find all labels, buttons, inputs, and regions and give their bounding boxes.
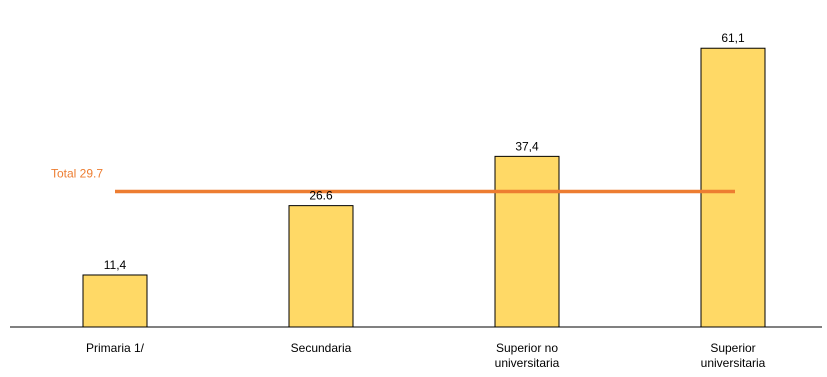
- bar: [82, 274, 148, 328]
- value-label: 26.6: [309, 189, 333, 203]
- value-label: 11,4: [104, 258, 127, 272]
- category-label: Superior: [710, 341, 755, 355]
- reference-label: Total 29.7: [51, 166, 103, 180]
- category-label: Primaria 1/: [86, 341, 145, 355]
- bar: [494, 155, 560, 328]
- bars-layer: [82, 47, 766, 328]
- value-label: 37,4: [515, 139, 539, 153]
- value-label: 61,1: [721, 31, 745, 45]
- labels-layer: 11,4 Primaria 1/26.6 Secundaria 37,4 Superio…: [51, 31, 766, 370]
- category-label: universitaria: [495, 356, 560, 370]
- category-label: universitaria: [701, 356, 766, 370]
- category-label: Secundaria: [291, 341, 352, 355]
- bar: [288, 205, 354, 328]
- bar: [700, 47, 766, 328]
- category-label: Superior no: [496, 341, 558, 355]
